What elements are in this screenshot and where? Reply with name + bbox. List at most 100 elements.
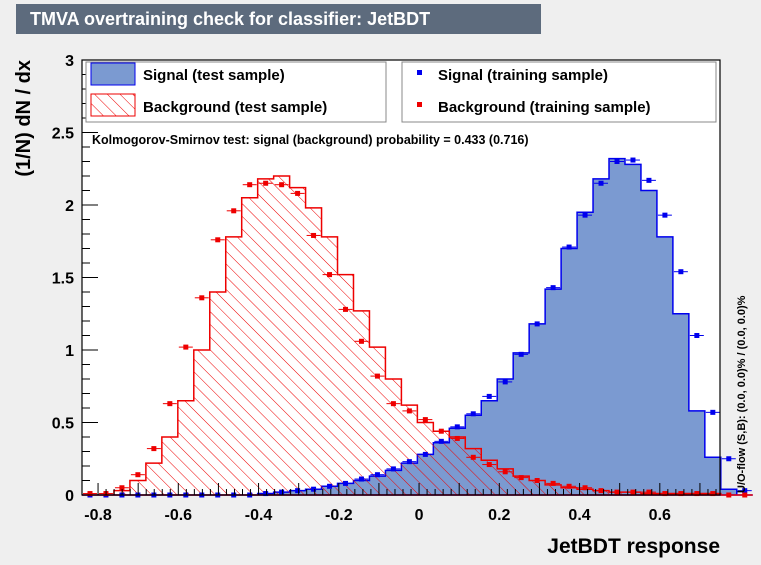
- data-point: [422, 451, 428, 457]
- y-tick-label: 1: [65, 343, 74, 360]
- data-point: [694, 333, 700, 338]
- data-point: [470, 454, 476, 460]
- legend-marker-background-train: [417, 102, 422, 107]
- chart-title: TMVA overtraining check for classifier: …: [16, 4, 541, 34]
- data-point: [311, 486, 317, 492]
- data-point: [422, 417, 428, 423]
- data-point: [358, 476, 364, 482]
- legend-box-left: [85, 61, 387, 123]
- data-point: [486, 393, 492, 399]
- data-point: [518, 475, 524, 481]
- x-axis-label: JetBDT response: [547, 535, 720, 558]
- legend-label-signal-test: Signal (test sample): [143, 67, 285, 84]
- data-point: [742, 488, 748, 494]
- data-point: [406, 459, 412, 465]
- data-point: [534, 478, 540, 483]
- x-tick-label: 0.6: [649, 507, 671, 524]
- data-point: [390, 401, 396, 407]
- data-point: [502, 469, 508, 475]
- data-point: [374, 373, 380, 379]
- y-tick-label: 0: [65, 488, 74, 505]
- legend-label-background-test: Background (test sample): [143, 99, 327, 116]
- data-point: [295, 190, 301, 196]
- data-point: [183, 344, 189, 350]
- data-point: [87, 491, 93, 497]
- data-point: [327, 483, 333, 489]
- data-point: [518, 351, 524, 357]
- data-point: [486, 462, 492, 468]
- data-point: [710, 491, 716, 497]
- data-point: [406, 408, 412, 414]
- data-point: [311, 232, 317, 238]
- data-point: [550, 480, 556, 486]
- data-point: [263, 180, 269, 186]
- y-tick-label: 2: [65, 198, 74, 215]
- data-point: [630, 489, 636, 495]
- data-point: [598, 488, 604, 494]
- data-point: [279, 182, 285, 188]
- data-point: [199, 295, 205, 301]
- data-point: [438, 428, 444, 434]
- data-point: [343, 306, 349, 312]
- data-point: [646, 177, 652, 183]
- data-point: [582, 212, 588, 218]
- data-point: [343, 480, 349, 486]
- data-point: [726, 492, 732, 498]
- data-point: [263, 491, 269, 497]
- x-tick-label: -0.8: [84, 507, 112, 524]
- data-point: [390, 466, 396, 472]
- x-tick-label: 0: [415, 507, 424, 524]
- data-point: [167, 401, 173, 407]
- x-tick-label: 0.2: [488, 507, 510, 524]
- data-point: [614, 489, 620, 495]
- data-point: [454, 424, 460, 430]
- y-tick-label: 3: [65, 53, 74, 70]
- data-point: [358, 338, 364, 344]
- data-point: [678, 269, 684, 275]
- data-point: [534, 321, 540, 327]
- ks-annotation: Kolmogorov-Smirnov test: signal (backgro…: [92, 133, 529, 147]
- data-point: [598, 180, 604, 186]
- legend-swatch-signal-test: [90, 62, 136, 86]
- y-tick-label: 1.5: [52, 271, 74, 288]
- x-tick-label: -0.4: [245, 507, 273, 524]
- background-test-histogram: [82, 175, 753, 496]
- data-point: [502, 379, 508, 385]
- data-point: [646, 489, 652, 495]
- data-point: [215, 237, 221, 243]
- data-point: [710, 409, 716, 415]
- axes-layer: -0.8 -0.6 -0.4 -0.2 0 0.2 0.4 0.6 0 0.5 1 1.5 2 2.5 3: [52, 53, 717, 524]
- data-point: [279, 489, 285, 495]
- data-point: [327, 272, 333, 278]
- data-point: [582, 485, 588, 491]
- data-point: [454, 435, 460, 441]
- data-point: [438, 438, 444, 444]
- data-point: [247, 182, 253, 188]
- data-point: [231, 208, 237, 214]
- x-tick-label: -0.2: [325, 507, 353, 524]
- data-point: [694, 491, 700, 497]
- data-point: [678, 491, 684, 497]
- data-point: [550, 285, 556, 291]
- legend-swatch-background-test: [90, 93, 136, 117]
- data-point: [742, 492, 748, 498]
- data-point: [135, 472, 141, 478]
- overflow-note: U/O-flow (S,B): (0.0, 0.0)% / (0.0, 0.0)…: [736, 295, 748, 493]
- x-tick-label: 0.4: [568, 507, 590, 524]
- data-point: [119, 485, 125, 491]
- x-tick-label: -0.6: [165, 507, 193, 524]
- data-point: [470, 411, 476, 417]
- y-axis-label: (1/N) dN / dx: [13, 60, 35, 177]
- data-point: [566, 244, 572, 250]
- data-point: [630, 157, 636, 163]
- data-point: [614, 159, 620, 164]
- legend-label-signal-train: Signal (training sample): [438, 67, 608, 84]
- y-tick-label: 0.5: [52, 416, 74, 433]
- data-point: [151, 446, 157, 452]
- data-point: [374, 472, 380, 478]
- data-point: [662, 491, 668, 497]
- legend-box-right: [401, 61, 717, 123]
- data-point: [295, 488, 301, 494]
